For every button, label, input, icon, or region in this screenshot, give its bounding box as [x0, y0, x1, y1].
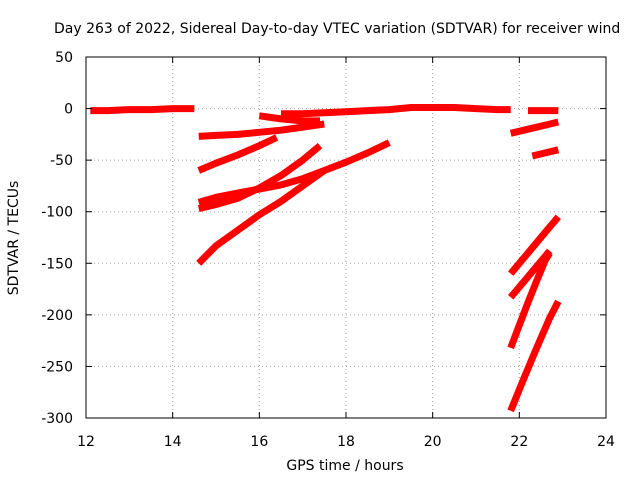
- x-tick-label: 16: [250, 434, 268, 450]
- y-axis-label: SDTVAR / TECUs: [6, 181, 22, 296]
- series-line: [258, 112, 320, 125]
- series-line: [90, 105, 195, 115]
- series-line: [531, 146, 560, 160]
- y-tick-label: 0: [64, 102, 73, 118]
- y-tick-label: -200: [41, 308, 73, 324]
- y-tick-label: -250: [41, 359, 73, 375]
- series-line: [198, 120, 325, 140]
- chart-title: Day 263 of 2022, Sidereal Day-to-day VTE…: [54, 21, 620, 37]
- y-tick-label: -50: [50, 153, 73, 169]
- axis-ticks: 12 14 16 18 20 22 24 50 0 -50 -100 -150 -200 -250 -300: [41, 50, 615, 450]
- series-line: [197, 139, 391, 206]
- x-tick-label: 22: [510, 434, 528, 450]
- data-series: [90, 104, 562, 413]
- x-tick-label: 18: [337, 434, 355, 450]
- series-line: [197, 134, 279, 174]
- series-line: [281, 104, 511, 118]
- series-line: [508, 214, 561, 276]
- y-tick-label: -300: [41, 411, 73, 427]
- series-line: [509, 118, 560, 137]
- x-tick-label: 20: [424, 434, 442, 450]
- series-line: [507, 299, 562, 413]
- x-axis-label: GPS time / hours: [286, 458, 403, 474]
- x-tick-label: 14: [164, 434, 182, 450]
- x-tick-label: 24: [597, 434, 615, 450]
- series-line: [196, 167, 327, 266]
- y-tick-label: -150: [41, 256, 73, 272]
- x-tick-label: 12: [77, 434, 95, 450]
- y-tick-label: 50: [55, 50, 73, 66]
- series-line: [507, 251, 553, 350]
- y-tick-label: -100: [41, 205, 73, 221]
